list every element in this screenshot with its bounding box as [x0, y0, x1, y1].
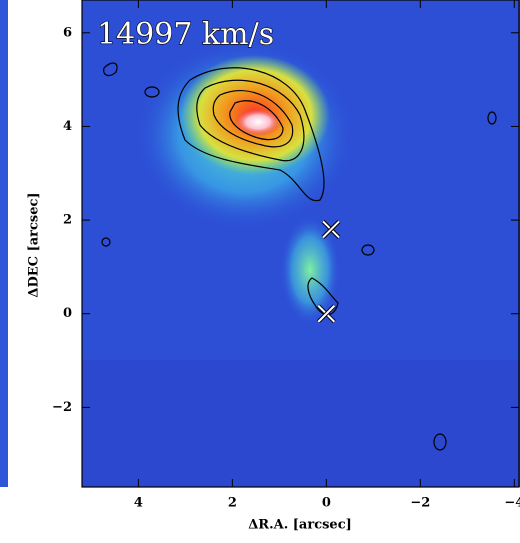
y-axis-label: ΔDEC [arcsec] [27, 192, 42, 297]
x-tick-label: 2 [228, 496, 237, 511]
x-tick-label: −2 [410, 496, 430, 511]
x-tick-label: 4 [134, 496, 143, 511]
y-tick-label: 6 [63, 25, 72, 40]
y-tick-label: 2 [63, 213, 72, 228]
x-tick-label: −4 [504, 496, 520, 511]
cross-stroke [317, 305, 336, 323]
y-tick-label: −2 [52, 400, 72, 415]
y-tick-label: 0 [63, 306, 72, 321]
cross-stroke [322, 220, 340, 239]
x-tick-label: 0 [322, 496, 331, 511]
cross-marker [321, 220, 341, 239]
x-axis-label: ΔR.A. [arcsec] [248, 518, 352, 533]
frame [81, 0, 520, 488]
chart-title: 14997 km/s [97, 17, 274, 52]
y-tick-label: 4 [63, 119, 72, 134]
map [82, 0, 520, 487]
cross-marker [316, 304, 336, 324]
neighbor-panel [0, 0, 8, 487]
